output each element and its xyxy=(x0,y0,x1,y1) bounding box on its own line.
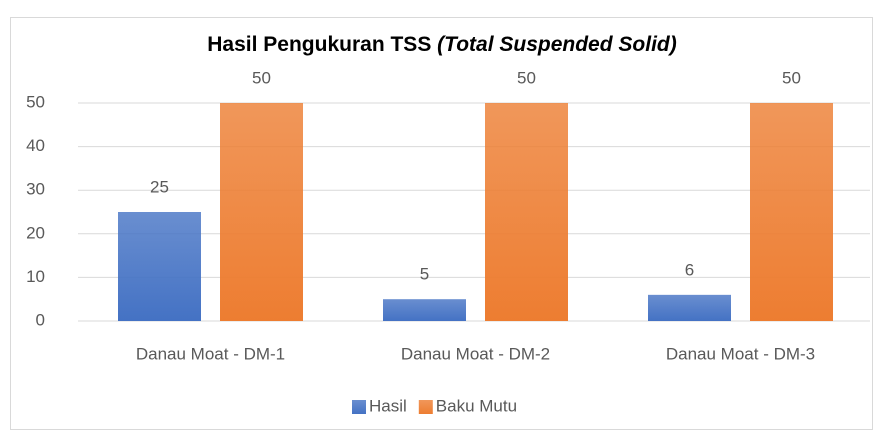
data-label: 25 xyxy=(150,177,169,196)
data-label: 50 xyxy=(517,68,536,87)
y-tick-label: 50 xyxy=(26,92,45,111)
bar xyxy=(648,294,731,321)
data-label: 50 xyxy=(252,68,271,87)
bar xyxy=(750,103,833,321)
bar xyxy=(485,103,568,321)
data-label: 6 xyxy=(685,260,694,279)
x-tick-label: Danau Moat - DM-2 xyxy=(401,344,550,363)
y-tick-label: 30 xyxy=(26,180,45,199)
bar xyxy=(118,212,201,321)
bar xyxy=(220,103,303,321)
legend-label: Hasil xyxy=(369,396,407,415)
x-tick-label: Danau Moat - DM-3 xyxy=(666,344,815,363)
x-tick-label: Danau Moat - DM-1 xyxy=(136,344,285,363)
data-label: 5 xyxy=(420,265,429,284)
legend-swatch xyxy=(352,400,366,414)
data-label: 50 xyxy=(782,68,801,87)
bar xyxy=(383,299,466,321)
chart-title: Hasil Pengukuran TSS (Total Suspended So… xyxy=(207,33,676,56)
y-tick-label: 20 xyxy=(26,223,45,242)
title-main: Hasil Pengukuran TSS xyxy=(207,33,431,56)
title-italic: (Total Suspended Solid) xyxy=(437,33,677,56)
legend-swatch xyxy=(418,400,433,414)
y-tick-label: 10 xyxy=(26,267,45,286)
y-tick-label: 0 xyxy=(36,310,45,329)
legend-label: Baku Mutu xyxy=(436,396,517,415)
y-tick-label: 40 xyxy=(26,136,45,155)
